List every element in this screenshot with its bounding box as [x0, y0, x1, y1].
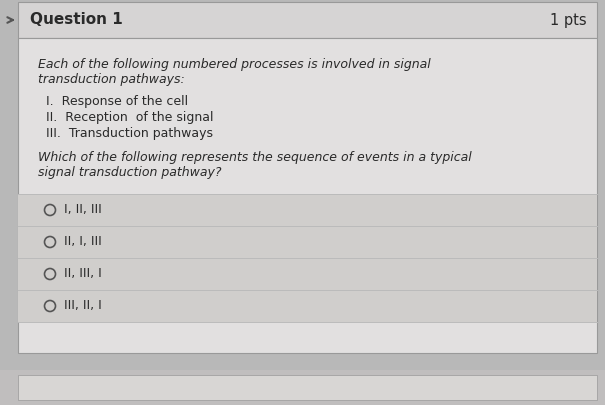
- Bar: [18, 375, 597, 400]
- Text: II.  Reception  of the signal: II. Reception of the signal: [46, 111, 214, 124]
- Text: II, I, III: II, I, III: [64, 235, 102, 249]
- Bar: [18, 194, 597, 226]
- Text: Question 1: Question 1: [30, 13, 123, 28]
- Bar: [18, 226, 597, 258]
- Text: III, II, I: III, II, I: [64, 300, 102, 313]
- Bar: [18, 2, 597, 38]
- Text: II, III, I: II, III, I: [64, 267, 102, 281]
- Bar: [0, 370, 605, 405]
- Bar: [18, 290, 597, 322]
- Bar: [18, 258, 597, 290]
- Text: I, II, III: I, II, III: [64, 203, 102, 217]
- Text: transduction pathways:: transduction pathways:: [38, 73, 185, 86]
- Text: Which of the following represents the sequence of events in a typical: Which of the following represents the se…: [38, 151, 472, 164]
- Bar: [18, 38, 597, 353]
- Text: 1 pts: 1 pts: [551, 13, 587, 28]
- Text: I.  Response of the cell: I. Response of the cell: [46, 95, 188, 108]
- Text: Each of the following numbered processes is involved in signal: Each of the following numbered processes…: [38, 58, 431, 71]
- Text: III.  Transduction pathways: III. Transduction pathways: [46, 127, 213, 140]
- Text: signal transduction pathway?: signal transduction pathway?: [38, 166, 221, 179]
